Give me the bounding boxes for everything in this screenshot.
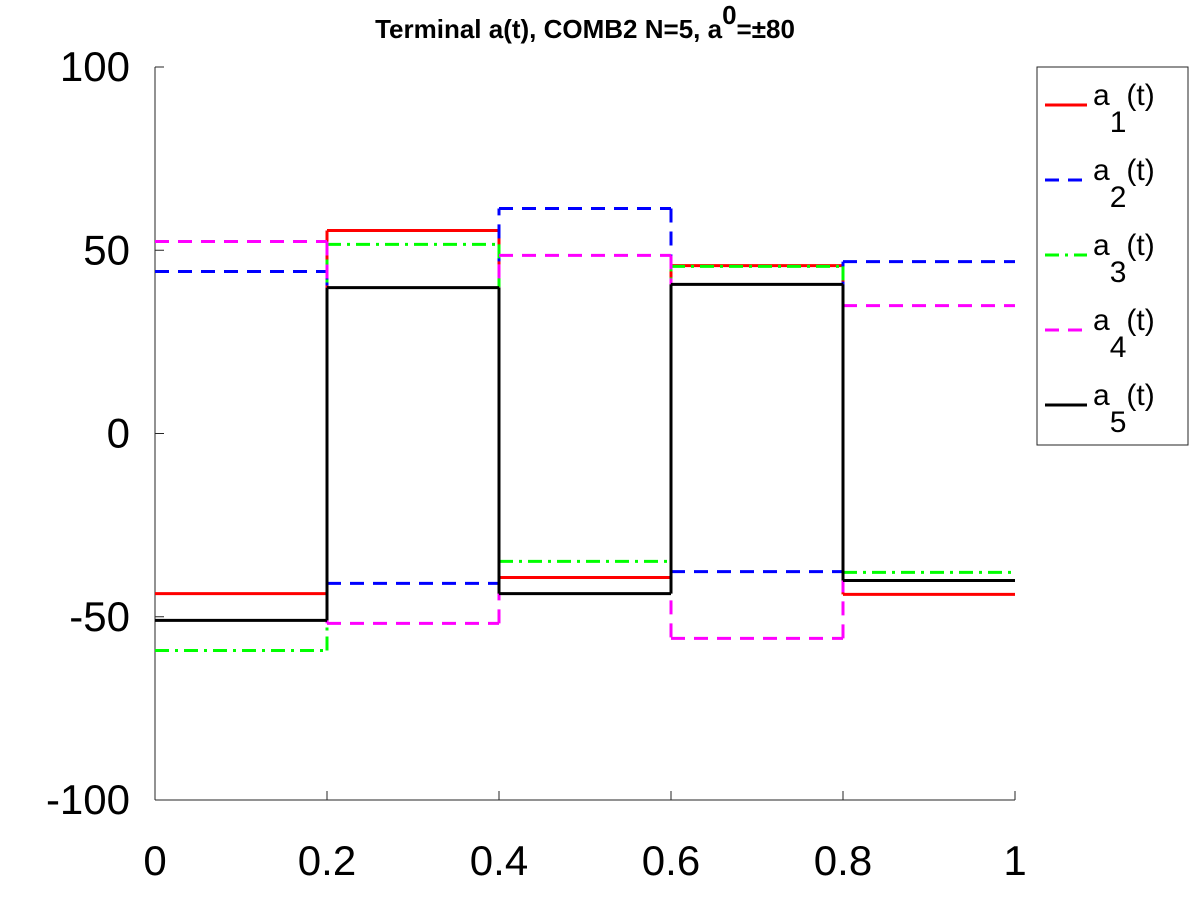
x-tick-label: 1 xyxy=(1003,837,1026,884)
y-tick-label: 50 xyxy=(83,226,130,273)
legend-label: a1(t) xyxy=(1093,79,1155,139)
legend-label: a3(t) xyxy=(1093,229,1155,289)
legend-label: a5(t) xyxy=(1093,379,1155,439)
y-tick-label: -100 xyxy=(46,776,130,823)
y-tick-label: -50 xyxy=(69,593,130,640)
x-tick-label: 0.8 xyxy=(814,837,872,884)
legend-label: a4(t) xyxy=(1093,304,1155,364)
y-tick-label: 0 xyxy=(107,410,130,457)
x-tick-label: 0 xyxy=(143,837,166,884)
chart-title: Terminal a(t), COMB2 N=5, a0=±80 xyxy=(375,0,795,44)
legend-box xyxy=(1036,66,1189,446)
series-line xyxy=(155,282,1015,622)
legend-label: a2(t) xyxy=(1093,154,1155,214)
x-tick-label: 0.6 xyxy=(642,837,700,884)
x-tick-label: 0.2 xyxy=(298,837,356,884)
y-tick-label: 100 xyxy=(60,43,130,90)
x-tick-label: 0.4 xyxy=(470,837,528,884)
